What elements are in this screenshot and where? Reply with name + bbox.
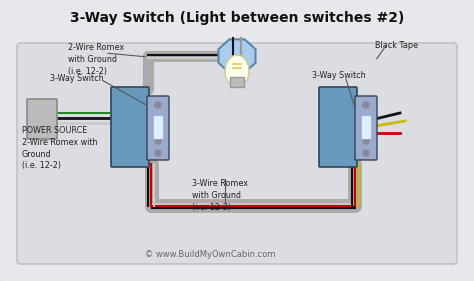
Circle shape [363, 102, 369, 108]
Text: 3-Wire Romex
with Ground
(i.e. 12-3): 3-Wire Romex with Ground (i.e. 12-3) [192, 179, 248, 212]
Ellipse shape [225, 55, 249, 87]
Circle shape [155, 102, 161, 108]
Bar [230, 77, 244, 87]
FancyBboxPatch shape [111, 87, 149, 167]
Polygon shape [219, 39, 255, 72]
FancyBboxPatch shape [355, 96, 377, 160]
Text: 2-Wire Romex
with Ground
(i.e. 12-2): 2-Wire Romex with Ground (i.e. 12-2) [68, 43, 124, 76]
Text: 3-Way Switch: 3-Way Switch [50, 74, 104, 83]
FancyBboxPatch shape [17, 43, 457, 264]
FancyBboxPatch shape [27, 99, 57, 139]
Circle shape [155, 150, 161, 156]
Text: 3-Way Switch: 3-Way Switch [312, 71, 365, 80]
Text: 3-Way Switch (Light between switches #2): 3-Way Switch (Light between switches #2) [70, 11, 404, 25]
Circle shape [363, 150, 369, 156]
Bar [362, 116, 370, 138]
Circle shape [155, 116, 161, 122]
Circle shape [363, 138, 369, 144]
Circle shape [363, 116, 369, 122]
FancyBboxPatch shape [319, 87, 357, 167]
Text: © www.BuildMyOwnCabin.com: © www.BuildMyOwnCabin.com [145, 250, 275, 259]
Text: Black Tape: Black Tape [375, 41, 418, 50]
Bar [154, 116, 162, 138]
FancyBboxPatch shape [147, 96, 169, 160]
Circle shape [155, 138, 161, 144]
Text: POWER SOURCE
2-Wire Romex with
Ground
(i.e. 12-2): POWER SOURCE 2-Wire Romex with Ground (i… [22, 126, 98, 170]
